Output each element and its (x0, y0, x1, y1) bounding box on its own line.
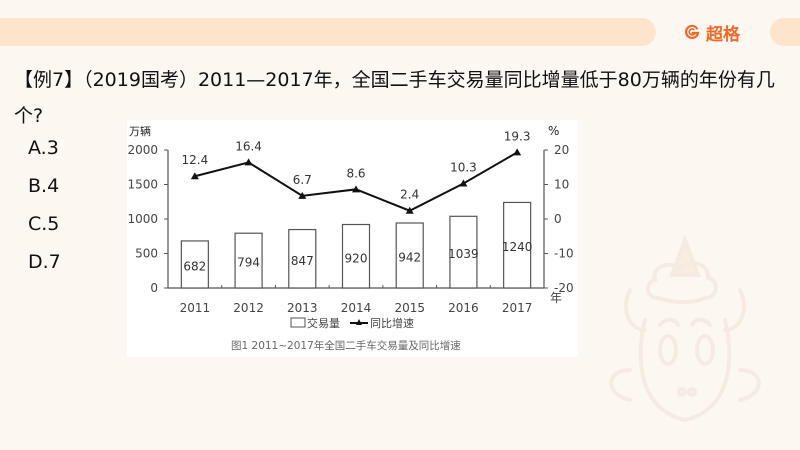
line-value-label: 16.4 (235, 139, 262, 153)
left-tick-label: 0 (150, 281, 158, 295)
question-text: 【例7】（2019国考）2011—2017年，全国二手车交易量同比增量低于80万… (14, 69, 775, 127)
bar-2014 (341, 223, 371, 289)
option-d[interactable]: D.7 (28, 251, 61, 273)
triangle-marker-icon (459, 179, 468, 187)
x-category-label: 2017 (502, 301, 533, 315)
option-c[interactable]: C.5 (28, 213, 60, 235)
right-axis-unit: % (548, 124, 559, 138)
legend-triangle-icon (356, 319, 362, 325)
option-a[interactable]: A.3 (28, 137, 59, 159)
brand-logo: 超格 (684, 19, 740, 45)
bar-value-label: 682 (183, 259, 206, 273)
bar-value-label: 942 (398, 251, 421, 265)
x-axis-unit: 年 (550, 291, 562, 305)
x-category-label: 2014 (341, 301, 372, 315)
bar-2011 (180, 240, 209, 289)
right-tick-label: 0 (554, 212, 562, 226)
line-value-label: 19.3 (504, 129, 531, 143)
legend-bar-label: 交易量 (307, 316, 340, 330)
brand-logo-icon (685, 24, 700, 40)
triangle-marker-icon (405, 206, 414, 214)
x-category-label: 2012 (233, 301, 264, 315)
x-category-label: 2011 (180, 301, 211, 315)
brand-name: 超格 (706, 24, 740, 45)
line-value-label: 10.3 (450, 160, 477, 174)
left-tick-label: 1500 (127, 178, 158, 192)
bar-value-label: 1039 (448, 247, 479, 261)
x-category-label: 2013 (287, 301, 318, 315)
bar-value-label: 847 (291, 254, 314, 268)
answer-options: A.3 B.4 C.5 D.7 (28, 135, 61, 287)
triangle-marker-icon (352, 185, 360, 193)
combo-chart: 0 500 1000 1500 2000 -20 -10 0 10 20 万辆 % 年 682 794 847… (127, 124, 574, 352)
line-value-label: 8.6 (346, 166, 365, 180)
line-value-label: 12.4 (181, 153, 208, 167)
triangle-marker-icon (513, 148, 522, 156)
header-band (0, 18, 656, 46)
bar-value-label: 920 (345, 251, 368, 265)
right-tick-label: 10 (554, 178, 569, 192)
x-category-label: 2015 (394, 301, 425, 315)
unicorn-mascot-watermark (609, 234, 761, 423)
bar-value-label: 1240 (502, 240, 533, 254)
triangle-marker-icon (298, 191, 307, 199)
left-tick-label: 2000 (127, 143, 158, 157)
legend-bar-swatch (290, 317, 306, 328)
left-axis-unit: 万辆 (129, 124, 151, 138)
triangle-marker-icon (244, 158, 253, 166)
bar-2012 (234, 232, 263, 289)
option-b[interactable]: B.4 (28, 175, 60, 197)
bar-2017 (503, 201, 532, 289)
left-tick-label: 500 (135, 247, 158, 261)
chart-panel: 0 500 1000 1500 2000 -20 -10 0 10 20 万辆% 年 682 794 847… (127, 120, 578, 357)
right-tick-label: -20 (554, 281, 574, 295)
bar-2015 (395, 222, 424, 289)
left-tick-label: 1000 (127, 212, 158, 226)
triangle-marker-icon (190, 172, 199, 180)
right-tick-label: 20 (554, 143, 569, 157)
header-band-right (770, 18, 800, 46)
bar-2013 (288, 228, 317, 289)
right-tick-label: -10 (554, 247, 574, 261)
line-value-label: 2.4 (400, 188, 419, 202)
line-value-label: 6.7 (293, 173, 312, 187)
chart-caption: 图1 2011~2017年全国二手车交易量及同比增速 (231, 339, 461, 352)
bar-value-label: 794 (237, 256, 260, 270)
legend-line-label: 同比增速 (370, 316, 414, 330)
bar-2016 (449, 215, 478, 289)
x-category-label: 2016 (448, 301, 479, 315)
